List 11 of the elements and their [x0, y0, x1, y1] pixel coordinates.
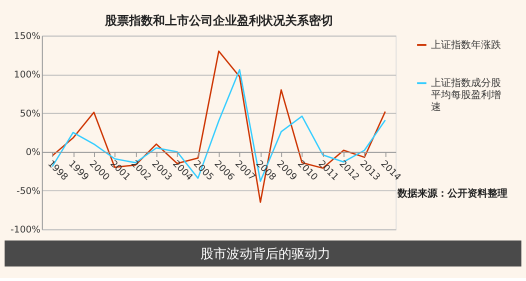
y-tick-label: -50%: [16, 186, 41, 197]
y-tick-label: 0%: [26, 147, 41, 158]
legend-label: 上证指数年涨跌: [431, 38, 502, 51]
y-tick-label: 150%: [14, 30, 41, 42]
legend-label: 上证指数成分股平均每股盈利增速: [431, 76, 502, 114]
text: 股市波动背后的驱动力: [200, 247, 330, 262]
y-tick-label: 50%: [20, 108, 41, 120]
y-tick-label: 100%: [14, 70, 41, 81]
source-note: 数据来源：公开资料整理: [396, 188, 508, 200]
chart-title: 股票指数和上市公司企业盈利状况关系密切: [104, 13, 333, 28]
y-tick-label: -100%: [10, 224, 41, 236]
